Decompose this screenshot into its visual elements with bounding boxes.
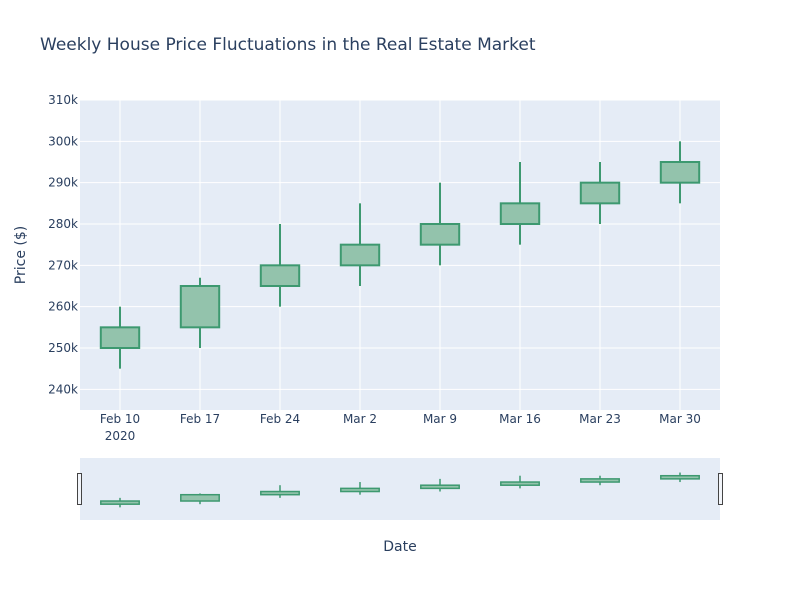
y-tick-label: 250k: [48, 341, 78, 355]
y-tick-label: 300k: [48, 134, 78, 148]
slider-candlestick: [100, 497, 140, 508]
candlestick: [659, 141, 701, 204]
candlestick: [579, 162, 621, 224]
slider-candlestick: [500, 475, 540, 489]
slider-candle-body: [500, 481, 540, 486]
slider-candle-body: [100, 500, 140, 505]
y-axis-title: Price ($): [13, 226, 29, 284]
slider-candlestick: [260, 485, 300, 498]
range-slider-background[interactable]: [80, 458, 720, 520]
candle-body: [499, 202, 541, 225]
range-slider-left-handle[interactable]: [77, 473, 82, 505]
y-tick-label: 270k: [48, 258, 78, 272]
x-tick-label: Mar 2: [343, 412, 377, 426]
x-tick-year: 2020: [105, 429, 136, 443]
candlestick: [179, 277, 221, 348]
range-slider-candles: [100, 472, 700, 508]
x-axis: Feb 10 Feb 17 Feb 24 Mar 2 Mar 9 Mar 16 Mar 23…: [100, 412, 701, 426]
candlestick: [259, 224, 301, 307]
candles-group: [99, 141, 701, 369]
slider-candle-body: [660, 474, 700, 480]
slider-candle-body: [180, 493, 220, 502]
slider-candle-body: [340, 487, 380, 493]
slider-candle-body: [580, 478, 620, 483]
slider-candlestick: [180, 493, 220, 505]
y-tick-label: 240k: [48, 382, 78, 396]
slider-candlestick: [340, 482, 380, 495]
y-axis: 240k 250k 260k 270k 280k 290k 300k 310k: [48, 93, 78, 396]
candle-body: [259, 264, 301, 288]
y-tick-label: 290k: [48, 176, 78, 190]
x-tick-label: Mar 23: [579, 412, 621, 426]
candle-body: [579, 181, 621, 205]
slider-candle-body: [260, 490, 300, 496]
candle-body: [99, 326, 141, 350]
y-tick-label: 310k: [48, 93, 78, 107]
range-slider-right-handle[interactable]: [718, 473, 723, 505]
x-tick-label: Mar 16: [499, 412, 541, 426]
x-tick-label: Feb 10: [100, 412, 140, 426]
slider-candlestick: [660, 472, 700, 483]
slider-candle-body: [420, 484, 460, 490]
candle-body: [659, 161, 701, 184]
candlestick: [99, 306, 141, 369]
x-tick-label: Feb 17: [180, 412, 220, 426]
candlestick: [339, 203, 381, 286]
slider-candlestick: [580, 475, 620, 486]
chart-title: Weekly House Price Fluctuations in the R…: [40, 35, 536, 55]
plot-area: [80, 100, 720, 410]
y-tick-label: 280k: [48, 217, 78, 231]
x-tick-label: Mar 30: [659, 412, 701, 426]
x-tick-label: Feb 24: [260, 412, 300, 426]
candlestick: [499, 162, 541, 245]
x-tick-label: Mar 9: [423, 412, 457, 426]
x-axis-title: Date: [383, 539, 416, 555]
candle-body: [419, 223, 461, 246]
candle-body: [339, 243, 381, 267]
candle-body: [179, 285, 221, 329]
candlestick: [419, 182, 461, 266]
slider-candlestick: [420, 478, 460, 492]
y-tick-label: 260k: [48, 300, 78, 314]
